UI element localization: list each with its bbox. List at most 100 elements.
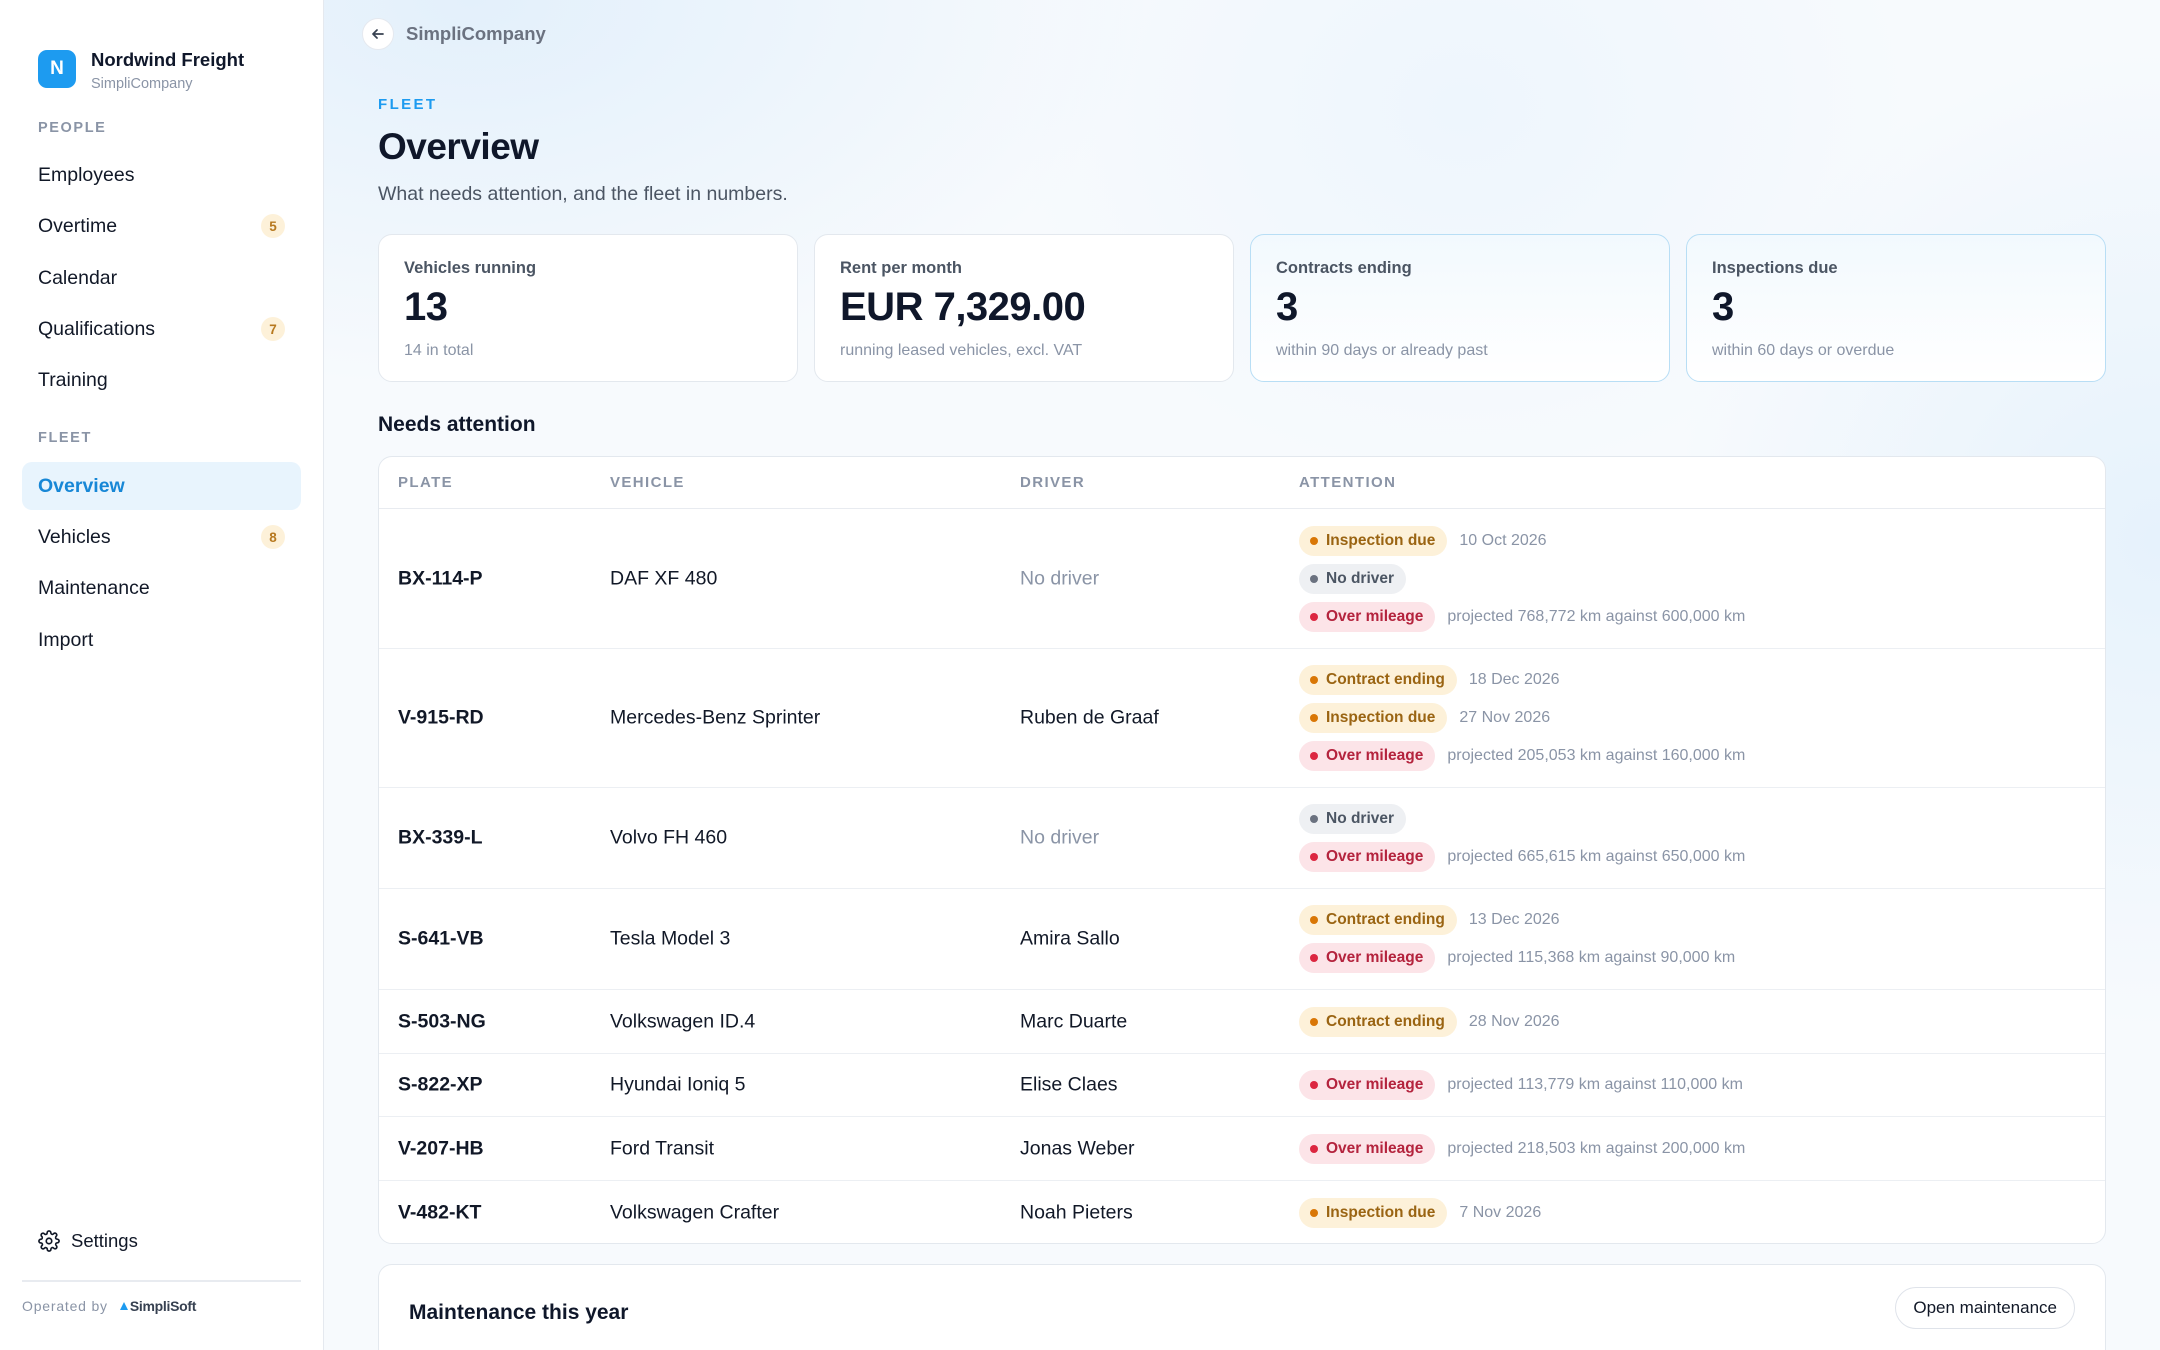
status-dot-icon	[1310, 752, 1318, 760]
attention-note: 13 Dec 2026	[1468, 911, 1560, 928]
nav-section-people: PEOPLE	[38, 120, 107, 136]
sidebar-item-label: Overview	[38, 474, 125, 497]
sidebar: N Nordwind Freight SimpliCompany PEOPLE …	[0, 0, 324, 1350]
column-header-attention: ATTENTION	[1299, 474, 1397, 491]
breadcrumb-item[interactable]: SimpliCompany	[406, 23, 546, 44]
vehicle-cell: DAF XF 480	[610, 567, 718, 589]
page-subtitle: What needs attention, and the fleet in n…	[378, 183, 788, 205]
table-row[interactable]: V-915-RD Mercedes-Benz Sprinter Ruben de…	[379, 649, 2105, 788]
attention-note: projected 113,779 km against 110,000 km	[1447, 1076, 1743, 1093]
back-button[interactable]	[362, 18, 394, 50]
status-dot-icon	[1310, 815, 1318, 823]
sidebar-item-employees[interactable]: Employees	[22, 151, 301, 199]
status-dot-icon	[1310, 574, 1318, 583]
sidebar-item-import[interactable]: Import	[22, 616, 301, 664]
page-title: Overview	[378, 126, 539, 167]
simplisoft-logo-text: SimpliSoft	[129, 1298, 197, 1314]
simplisoft-logo: SimpliSoft	[118, 1298, 196, 1314]
sidebar-item-overtime[interactable]: Overtime 5	[22, 202, 301, 250]
status-dot-icon	[1310, 612, 1318, 621]
main-content: SimpliCompany FLEET Overview What needs …	[324, 0, 2160, 1350]
table-row[interactable]: S-641-VB Tesla Model 3 Amira Sallo Contr…	[379, 889, 2105, 990]
status-dot-icon	[1310, 1081, 1318, 1089]
gear-icon	[38, 1230, 60, 1252]
stat-label: Vehicles running	[404, 259, 537, 277]
sidebar-item-label: Vehicles	[38, 525, 111, 548]
stat-value: 3	[1276, 285, 1298, 329]
badge-label: Inspection due	[1326, 1204, 1436, 1221]
vehicle-cell: Mercedes-Benz Sprinter	[610, 706, 821, 729]
column-header-vehicle: VEHICLE	[610, 474, 685, 491]
vehicle-cell: Volvo FH 460	[610, 826, 728, 849]
status-dot-icon	[1310, 536, 1318, 545]
stat-card-inspections-due: Inspections due 3 within 60 days or over…	[1686, 234, 2106, 382]
sidebar-item-qualifications[interactable]: Qualifications 7	[22, 305, 301, 353]
contract-ending-badge: Contract ending	[1299, 665, 1457, 695]
attention-note: projected 218,503 km against 200,000 km	[1447, 1139, 1746, 1157]
operated-by-label: Operated by	[22, 1298, 108, 1314]
table-row[interactable]: V-482-KT Volkswagen Crafter Noah Pieters…	[379, 1181, 2105, 1243]
nav-section-fleet: FLEET	[38, 430, 92, 446]
status-dot-icon	[1310, 1144, 1318, 1153]
sidebar-item-overview[interactable]: Overview	[22, 462, 301, 510]
badge-label: Over mileage	[1326, 1076, 1424, 1093]
vehicle-cell: Tesla Model 3	[610, 927, 731, 950]
stat-value: 3	[1712, 285, 1734, 329]
contract-ending-badge: Contract ending	[1299, 1006, 1457, 1037]
sidebar-item-label: Qualifications	[38, 317, 156, 340]
sidebar-item-calendar[interactable]: Calendar	[22, 254, 301, 302]
maintenance-card: Maintenance this year Open maintenance	[378, 1264, 2106, 1350]
inspection-due-badge: Inspection due	[1299, 525, 1448, 556]
inspection-due-badge: Inspection due	[1299, 1198, 1448, 1228]
contract-ending-badge: Contract ending	[1299, 905, 1457, 935]
settings-link[interactable]: Settings	[38, 1230, 138, 1252]
plate-cell: S-503-NG	[398, 1010, 486, 1032]
plate-cell: V-207-HB	[398, 1137, 484, 1159]
stat-label: Rent per month	[840, 259, 962, 277]
stat-note: 14 in total	[404, 342, 474, 359]
table-row[interactable]: BX-114-P DAF XF 480 No driver Inspection…	[379, 509, 2105, 649]
sidebar-item-label: Employees	[38, 163, 135, 186]
attention-note: projected 665,615 km against 650,000 km	[1447, 848, 1746, 865]
open-maintenance-button[interactable]: Open maintenance	[1895, 1287, 2075, 1329]
attention-cell: Contract ending 28 Nov 2026	[1299, 1003, 1560, 1041]
plate-cell: V-482-KT	[398, 1201, 482, 1224]
attention-note: projected 768,772 km against 600,000 km	[1447, 607, 1746, 625]
count-badge: 7	[261, 317, 285, 341]
sidebar-divider	[22, 1280, 301, 1282]
attention-note: 27 Nov 2026	[1459, 709, 1551, 726]
attention-note: 18 Dec 2026	[1468, 671, 1560, 688]
badge-label: No driver	[1326, 569, 1395, 587]
sidebar-item-label: Training	[38, 368, 108, 391]
driver-cell: No driver	[1020, 567, 1100, 589]
table-row[interactable]: S-503-NG Volkswagen ID.4 Marc Duarte Con…	[379, 990, 2105, 1054]
attention-note: 10 Oct 2026	[1459, 531, 1547, 549]
driver-cell: Marc Duarte	[1020, 1010, 1128, 1032]
over-mileage-badge: Over mileage	[1299, 842, 1436, 872]
brand[interactable]: N Nordwind Freight SimpliCompany	[38, 48, 244, 94]
over-mileage-badge: Over mileage	[1299, 943, 1436, 973]
status-dot-icon	[1310, 954, 1318, 962]
driver-cell: Noah Pieters	[1020, 1201, 1133, 1224]
table-row[interactable]: S-822-XP Hyundai Ioniq 5 Elise Claes Ove…	[379, 1054, 2105, 1117]
badge-label: Contract ending	[1326, 1012, 1445, 1030]
sidebar-item-vehicles[interactable]: Vehicles 8	[22, 513, 301, 561]
sidebar-item-training[interactable]: Training	[22, 356, 301, 404]
column-header-driver: DRIVER	[1020, 474, 1086, 491]
sidebar-item-maintenance[interactable]: Maintenance	[22, 564, 301, 612]
attention-cell: Over mileage projected 113,779 km against…	[1299, 1066, 1743, 1104]
driver-cell: Elise Claes	[1020, 1073, 1118, 1096]
simplisoft-mark-icon	[119, 1302, 128, 1310]
vehicle-cell: Volkswagen Crafter	[610, 1201, 780, 1224]
table-row[interactable]: BX-339-L Volvo FH 460 No driver No drive…	[379, 788, 2105, 889]
count-badge: 5	[261, 214, 285, 238]
vehicle-cell: Volkswagen ID.4	[610, 1010, 756, 1032]
over-mileage-badge: Over mileage	[1299, 1070, 1436, 1100]
attention-cell: Contract ending 13 Dec 2026 Over mileage p…	[1299, 901, 1735, 977]
attention-note: projected 115,368 km against 90,000 km	[1447, 949, 1736, 966]
status-dot-icon	[1310, 1017, 1318, 1026]
section-eyebrow: FLEET	[378, 96, 438, 113]
plate-cell: S-641-VB	[398, 927, 484, 950]
badge-label: Inspection due	[1326, 709, 1436, 726]
table-row[interactable]: V-207-HB Ford Transit Jonas Weber Over m…	[379, 1117, 2105, 1181]
